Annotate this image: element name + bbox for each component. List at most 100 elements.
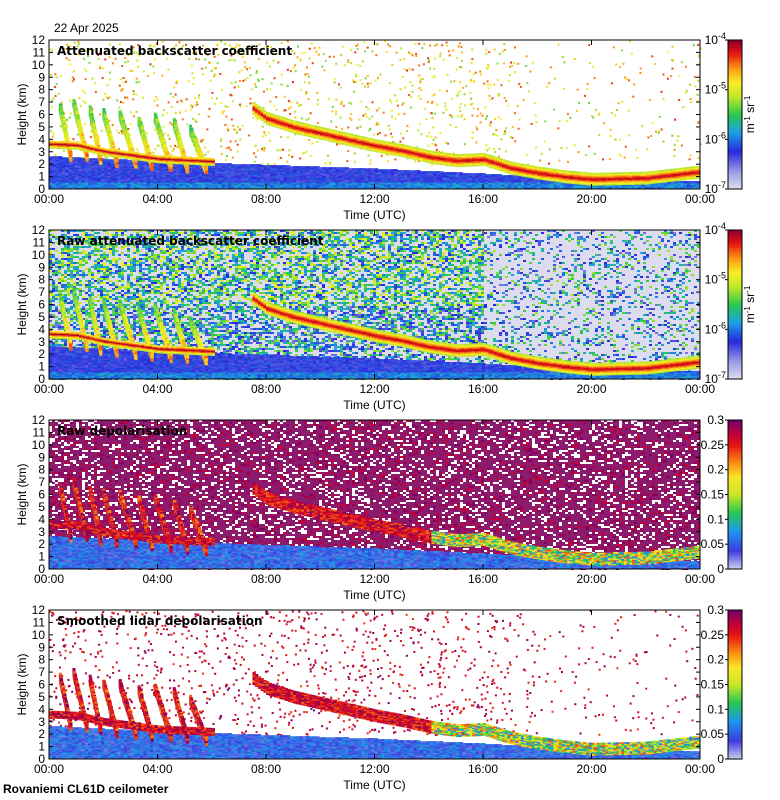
speckle-cell xyxy=(283,110,285,112)
speckle-cell xyxy=(505,127,507,129)
speckle-cell xyxy=(234,59,236,61)
speckle-cell xyxy=(124,96,126,98)
speckle-cell xyxy=(104,58,106,60)
speckle-cell xyxy=(255,86,257,88)
speckle-cell xyxy=(651,55,653,57)
speckle-cell xyxy=(589,62,591,64)
speckle-cell xyxy=(591,115,593,117)
speckle-cell xyxy=(367,75,369,77)
speckle-cell xyxy=(349,117,351,119)
speckle-cell xyxy=(546,86,548,88)
speckle-cell xyxy=(446,45,448,47)
speckle-cell xyxy=(231,82,233,84)
speckle-cell xyxy=(332,106,334,108)
speckle-cell xyxy=(309,48,311,50)
speckle-cell xyxy=(408,51,410,53)
speckle-cell xyxy=(263,131,265,133)
speckle-cell xyxy=(204,146,206,148)
speckle-cell xyxy=(539,159,541,161)
speckle-cell xyxy=(60,125,62,127)
speckle-cell xyxy=(84,92,86,94)
speckle-cell xyxy=(198,97,200,99)
speckle-cell xyxy=(226,155,228,157)
speckle-cell xyxy=(325,162,327,164)
speckle-cell xyxy=(264,147,266,149)
speckle-cell xyxy=(190,104,192,106)
speckle-cell xyxy=(234,86,236,88)
speckle-cell xyxy=(77,134,79,136)
speckle-cell xyxy=(215,67,217,69)
speckle-cell xyxy=(235,140,237,142)
speckle-cell xyxy=(132,70,134,72)
speckle-cell xyxy=(239,129,241,131)
speckle-cell xyxy=(628,110,630,112)
speckle-cell xyxy=(588,145,590,147)
speckle-cell xyxy=(152,152,154,154)
speckle-cell xyxy=(287,85,289,87)
speckle-cell xyxy=(176,80,178,82)
speckle-cell xyxy=(208,62,210,64)
speckle-cell xyxy=(347,150,349,152)
speckle-cell xyxy=(390,101,392,103)
speckle-cell xyxy=(397,105,399,107)
speckle-cell xyxy=(257,79,259,81)
speckle-cell xyxy=(628,135,630,137)
speckle-cell xyxy=(476,126,478,128)
speckle-cell xyxy=(402,137,404,139)
speckle-cell xyxy=(427,57,429,59)
speckle-cell xyxy=(428,59,430,61)
speckle-cell xyxy=(211,97,213,99)
speckle-cell xyxy=(451,98,453,100)
speckle-cell xyxy=(444,103,446,105)
speckle-cell xyxy=(294,111,296,113)
speckle-cell xyxy=(459,110,461,112)
speckle-cell xyxy=(410,96,412,98)
speckle-cell xyxy=(514,112,516,114)
speckle-cell xyxy=(221,153,223,155)
speckle-cell xyxy=(94,82,96,84)
speckle-cell xyxy=(222,113,224,115)
speckle-cell xyxy=(422,78,424,80)
speckle-cell xyxy=(227,129,229,131)
speckle-cell xyxy=(460,46,462,48)
speckle-cell xyxy=(451,116,453,118)
speckle-cell xyxy=(109,72,111,74)
speckle-cell xyxy=(269,66,271,68)
speckle-cell xyxy=(109,97,111,99)
speckle-cell xyxy=(269,88,271,90)
speckle-cell xyxy=(473,107,475,109)
speckle-cell xyxy=(654,63,656,65)
speckle-cell xyxy=(455,126,457,128)
speckle-cell xyxy=(290,106,292,108)
speckle-cell xyxy=(566,147,568,149)
speckle-cell xyxy=(238,71,240,73)
speckle-cell xyxy=(377,77,379,79)
speckle-cell xyxy=(409,68,411,70)
speckle-cell xyxy=(518,128,520,130)
speckle-cell xyxy=(244,61,246,63)
speckle-cell xyxy=(273,163,275,165)
speckle-cell xyxy=(316,92,318,94)
speckle-cell xyxy=(61,101,63,103)
speckle-cell xyxy=(505,150,507,152)
speckle-cell xyxy=(206,128,208,130)
speckle-cell xyxy=(578,102,580,104)
speckle-cell xyxy=(364,86,366,88)
speckle-cell xyxy=(376,121,378,123)
speckle-cell xyxy=(308,82,310,84)
speckle-cell xyxy=(356,64,358,66)
speckle-cell xyxy=(255,145,257,147)
speckle-cell xyxy=(314,47,316,49)
speckle-cell xyxy=(541,153,543,155)
speckle-cell xyxy=(439,132,441,134)
speckle-cell xyxy=(95,91,97,93)
speckle-cell xyxy=(460,103,462,105)
speckle-cell xyxy=(365,77,367,79)
speckle-cell xyxy=(324,69,326,71)
speckle-cell xyxy=(434,113,436,115)
speckle-cell xyxy=(149,63,151,65)
speckle-cell xyxy=(375,54,377,56)
speckle-cell xyxy=(400,47,402,49)
speckle-cell xyxy=(394,94,396,96)
speckle-cell xyxy=(464,104,466,106)
